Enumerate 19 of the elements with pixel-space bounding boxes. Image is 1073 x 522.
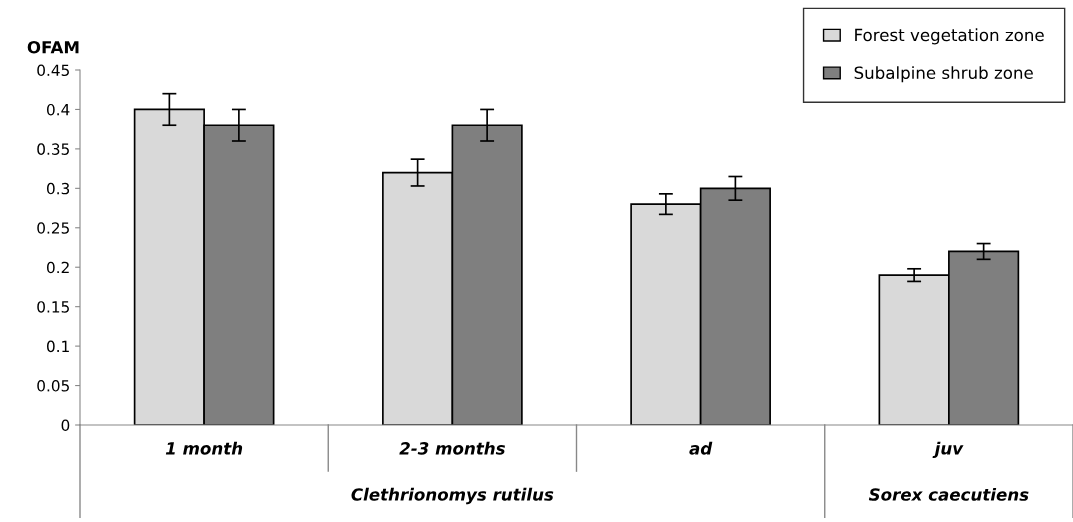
text: Sorex caecutiens [868,487,1029,501]
y-tick-label: 0.25 [37,222,69,234]
text: Clethrionomys rutilus [351,487,554,505]
y-tick-label: 0.4 [46,103,70,116]
legend-label: Subalpine shrub zone [854,66,1033,83]
y-tick-label: 0.45 [37,64,69,77]
x-tick-label: 1 month [165,441,243,455]
x-tick-label: juv [932,441,964,458]
y-tick-label: 0.05 [37,380,69,392]
legend-label: Forest vegetation zone [855,28,1044,45]
y-tick-label: 0.3 [46,182,70,195]
y-axis-title: OFAM [27,40,79,54]
y-tick-label: 0 [61,419,70,432]
y-tick-label: 0.1 [46,340,69,353]
y-tick-label: 0.15 [37,301,69,313]
x-tick-label: ad [689,441,713,455]
x-tick-label: 2-3 months [399,441,505,455]
y-tick-label: 0.2 [46,261,69,274]
y-tick-label: 0.35 [37,143,69,155]
